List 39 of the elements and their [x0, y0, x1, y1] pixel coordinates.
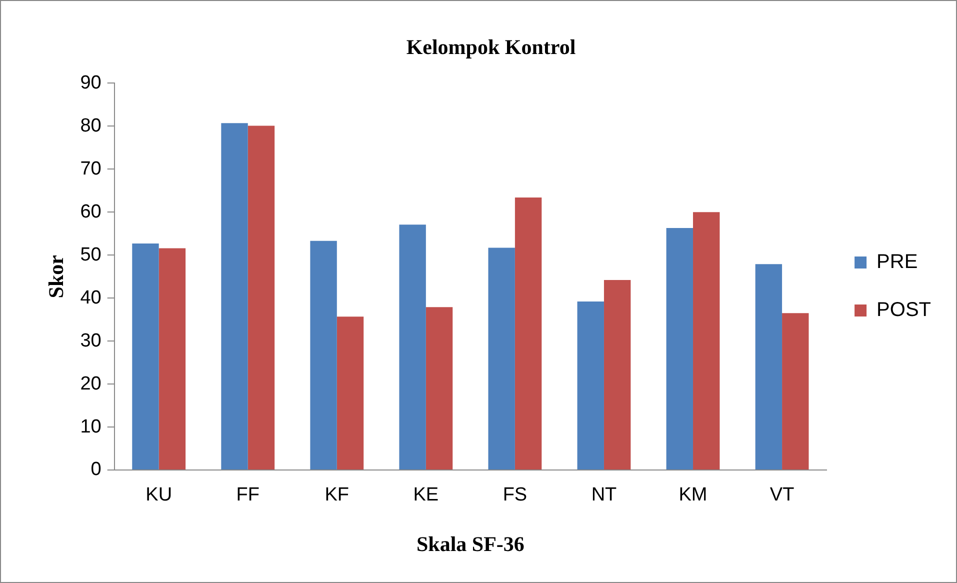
x-tick-label: FF	[236, 484, 260, 506]
bar	[310, 240, 337, 470]
y-tick-label: 20	[80, 373, 102, 394]
x-tick-label: KM	[678, 484, 708, 506]
x-tick-label: KF	[324, 484, 350, 506]
legend-label: POST	[876, 299, 931, 322]
bar	[248, 126, 275, 470]
bar	[426, 307, 453, 470]
bar	[488, 248, 515, 470]
bar	[158, 248, 186, 470]
x-tick-label: NT	[591, 484, 618, 506]
y-tick-label: 0	[90, 459, 102, 480]
x-axis-title: Skala SF-36	[416, 532, 524, 556]
x-tick-label: KE	[413, 484, 439, 506]
bar	[604, 280, 631, 470]
y-tick-label: 50	[80, 244, 102, 266]
y-tick-label: 80	[80, 115, 102, 136]
legend-label: PRE	[876, 251, 918, 274]
y-tick-label: 70	[80, 158, 102, 180]
bar	[514, 198, 542, 470]
bar	[755, 264, 782, 470]
bar	[132, 244, 159, 470]
bar	[336, 316, 364, 470]
bar	[666, 228, 694, 470]
y-tick-label: 10	[80, 416, 102, 438]
chart-title: Kelompok Kontrol	[406, 35, 576, 60]
y-axis-title: Skor	[44, 255, 68, 298]
y-tick-label: 40	[80, 287, 102, 308]
bar	[221, 123, 248, 470]
bar	[693, 212, 720, 470]
bar	[399, 224, 426, 470]
y-tick-label: 90	[80, 72, 102, 94]
x-tick-label: VT	[770, 484, 795, 506]
y-tick-label: 30	[80, 330, 102, 352]
bar	[782, 313, 809, 470]
x-tick-label: KU	[146, 484, 172, 506]
bar	[577, 302, 604, 470]
y-tick-label: 60	[80, 201, 102, 222]
x-tick-label: FS	[502, 484, 528, 506]
